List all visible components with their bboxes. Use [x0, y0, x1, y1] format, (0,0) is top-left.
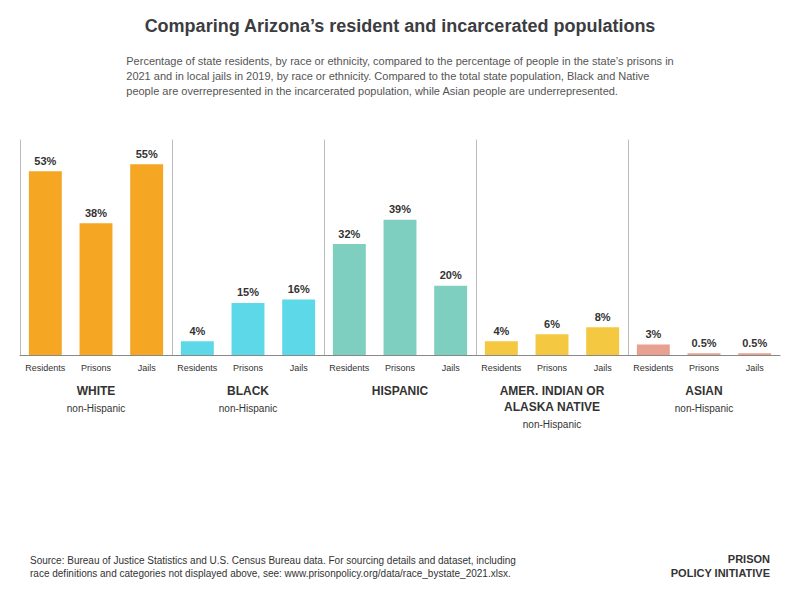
svg-text:3%: 3%: [645, 328, 661, 340]
svg-text:Residents: Residents: [177, 363, 218, 373]
svg-text:Residents: Residents: [25, 363, 66, 373]
svg-text:6%: 6%: [544, 318, 560, 330]
svg-text:non-Hispanic: non-Hispanic: [675, 403, 733, 414]
svg-text:Jails: Jails: [594, 363, 613, 373]
svg-text:Prisons: Prisons: [689, 363, 720, 373]
svg-text:55%: 55%: [136, 148, 158, 160]
svg-text:Jails: Jails: [290, 363, 309, 373]
svg-text:Prisons: Prisons: [233, 363, 264, 373]
svg-text:4%: 4%: [493, 325, 509, 337]
svg-text:38%: 38%: [85, 207, 107, 219]
svg-text:race definitions and categorie: race definitions and categories not disp…: [30, 568, 511, 579]
svg-text:53%: 53%: [34, 155, 56, 167]
svg-text:PRISON: PRISON: [728, 553, 770, 565]
svg-text:4%: 4%: [189, 325, 205, 337]
svg-text:AMER. INDIAN OR: AMER. INDIAN OR: [500, 384, 605, 398]
svg-text:0.5%: 0.5%: [742, 337, 767, 349]
svg-text:non-Hispanic: non-Hispanic: [523, 419, 581, 430]
svg-text:16%: 16%: [288, 283, 310, 295]
svg-text:Prisons: Prisons: [385, 363, 416, 373]
svg-text:Source: Bureau of Justice Stat: Source: Bureau of Justice Statistics and…: [30, 555, 516, 566]
svg-text:0.5%: 0.5%: [691, 337, 716, 349]
svg-text:8%: 8%: [595, 311, 611, 323]
svg-text:Jails: Jails: [138, 363, 157, 373]
svg-text:Residents: Residents: [329, 363, 370, 373]
svg-text:ALASKA NATIVE: ALASKA NATIVE: [504, 400, 600, 414]
svg-text:BLACK: BLACK: [227, 384, 269, 398]
svg-text:non-Hispanic: non-Hispanic: [67, 403, 125, 414]
svg-text:Comparing Arizona’s resident a: Comparing Arizona’s resident and incarce…: [145, 16, 656, 36]
svg-text:20%: 20%: [440, 269, 462, 281]
svg-text:15%: 15%: [237, 286, 259, 298]
svg-text:WHITE: WHITE: [77, 384, 116, 398]
svg-text:Residents: Residents: [481, 363, 522, 373]
svg-text:39%: 39%: [389, 203, 411, 215]
svg-text:Prisons: Prisons: [81, 363, 112, 373]
svg-text:HISPANIC: HISPANIC: [372, 384, 429, 398]
svg-text:Prisons: Prisons: [537, 363, 568, 373]
svg-text:ASIAN: ASIAN: [685, 384, 722, 398]
svg-text:people are overrepresented in: people are overrepresented in the incarc…: [126, 85, 618, 97]
svg-text:Residents: Residents: [633, 363, 674, 373]
svg-text:2021 and in local jails in 201: 2021 and in local jails in 2019, by race…: [126, 70, 649, 82]
svg-text:Jails: Jails: [746, 363, 765, 373]
svg-text:Jails: Jails: [442, 363, 461, 373]
svg-text:Percentage of state residents,: Percentage of state residents, by race o…: [126, 55, 673, 67]
svg-text:non-Hispanic: non-Hispanic: [219, 403, 277, 414]
svg-text:32%: 32%: [338, 228, 360, 240]
svg-text:POLICY INITIATIVE: POLICY INITIATIVE: [671, 567, 770, 579]
